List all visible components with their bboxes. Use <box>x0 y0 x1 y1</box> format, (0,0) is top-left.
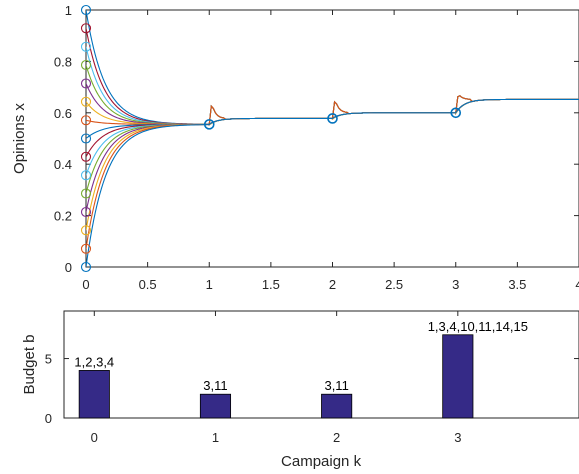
budget-x-axis-label: Campaign k <box>281 453 362 470</box>
budget-y-axis-label: Budget b <box>21 334 38 394</box>
initial-opinion-marker <box>80 115 92 126</box>
initial-opinion-marker <box>80 96 92 107</box>
opinions-y-tick-label: 0.4 <box>54 157 72 172</box>
initial-opinion-marker <box>80 4 92 16</box>
budget-x-tick-label: 3 <box>454 430 461 445</box>
budget-y-tick-label: 0 <box>45 411 52 426</box>
budget-panel: 0 5 0 1 2 3 1,2,3,4 3,11 3,11 1,3,4,10,11,14,15 Bu… <box>21 310 579 470</box>
opinions-y-tick-label: 0.6 <box>54 106 72 121</box>
budget-bar-label: 3,11 <box>203 378 227 393</box>
campaign-opinion-marker <box>203 119 215 130</box>
opinions-y-axis-label: Opinions x <box>11 103 28 174</box>
initial-opinion-marker <box>80 59 92 71</box>
opinions-x-tick-label: 2.5 <box>385 277 403 292</box>
initial-opinion-marker <box>80 151 92 162</box>
budget-x-tick-label: 0 <box>91 430 98 445</box>
opinion-trajectory-line <box>86 98 579 176</box>
opinions-x-tick-label: 3.5 <box>508 277 526 292</box>
opinion-trajectory-line <box>86 46 579 125</box>
opinion-trajectory-line <box>86 98 579 125</box>
opinions-x-tick-label: 1.5 <box>262 277 280 292</box>
opinions-axes-box <box>85 9 579 268</box>
campaign-opinion-marker <box>327 113 338 124</box>
initial-opinion-marker <box>80 41 92 52</box>
opinions-y-tick-label: 0.8 <box>54 54 72 69</box>
opinion-trajectories <box>86 10 579 267</box>
campaign-opinion-marker <box>450 107 462 119</box>
budget-bar-label: 3,11 <box>324 378 348 393</box>
opinion-trajectory-line <box>86 95 579 194</box>
initial-opinion-marker <box>80 206 92 218</box>
budget-bar <box>321 393 353 419</box>
initial-opinion-marker <box>80 188 92 199</box>
initial-opinion-marker <box>80 23 92 34</box>
opinions-x-tick-label: 3 <box>452 277 459 292</box>
opinions-y-tick-label: 0 <box>65 260 72 275</box>
budget-bar-label: 1,3,4,10,11,14,15 <box>428 319 528 334</box>
opinion-trajectory-line <box>86 28 579 125</box>
opinions-y-tick-label: 0.2 <box>54 209 72 224</box>
budget-bar <box>442 334 474 419</box>
initial-opinion-marker <box>80 261 92 273</box>
opinion-trajectory-line <box>86 10 579 126</box>
initial-opinion-marker <box>80 243 92 254</box>
opinions-x-tick-label: 1 <box>206 277 213 292</box>
budget-bar <box>199 393 232 419</box>
initial-opinion-marker <box>80 170 92 181</box>
opinions-x-tick-label: 2 <box>329 277 336 292</box>
budget-bar-label: 1,2,3,4 <box>74 354 114 369</box>
opinion-trajectory-line <box>86 98 579 158</box>
initial-opinion-marker <box>80 78 92 89</box>
initial-opinion-markers <box>80 4 92 273</box>
opinion-trajectory-line <box>86 98 579 267</box>
opinions-x-tick-label: 0.5 <box>139 277 157 292</box>
opinions-y-tick-label: 1 <box>65 3 72 18</box>
budget-x-tick-label: 1 <box>212 430 219 445</box>
opinion-trajectory-line <box>86 98 579 126</box>
budget-x-tick-label: 2 <box>333 430 340 445</box>
opinions-x-tick-label: 0 <box>82 277 89 292</box>
opinion-trajectory-line <box>86 98 579 231</box>
budget-bar <box>78 370 110 419</box>
initial-opinion-marker <box>80 133 92 144</box>
opinions-panel: 0 0.2 0.4 0.6 0.8 1 0 0.5 1 1.5 2 2.5 3 3.5 4 Opinions … <box>11 3 579 292</box>
initial-opinion-marker <box>80 225 92 236</box>
opinions-x-tick-label: 4 <box>575 277 579 292</box>
budget-y-tick-label: 5 <box>45 352 52 367</box>
